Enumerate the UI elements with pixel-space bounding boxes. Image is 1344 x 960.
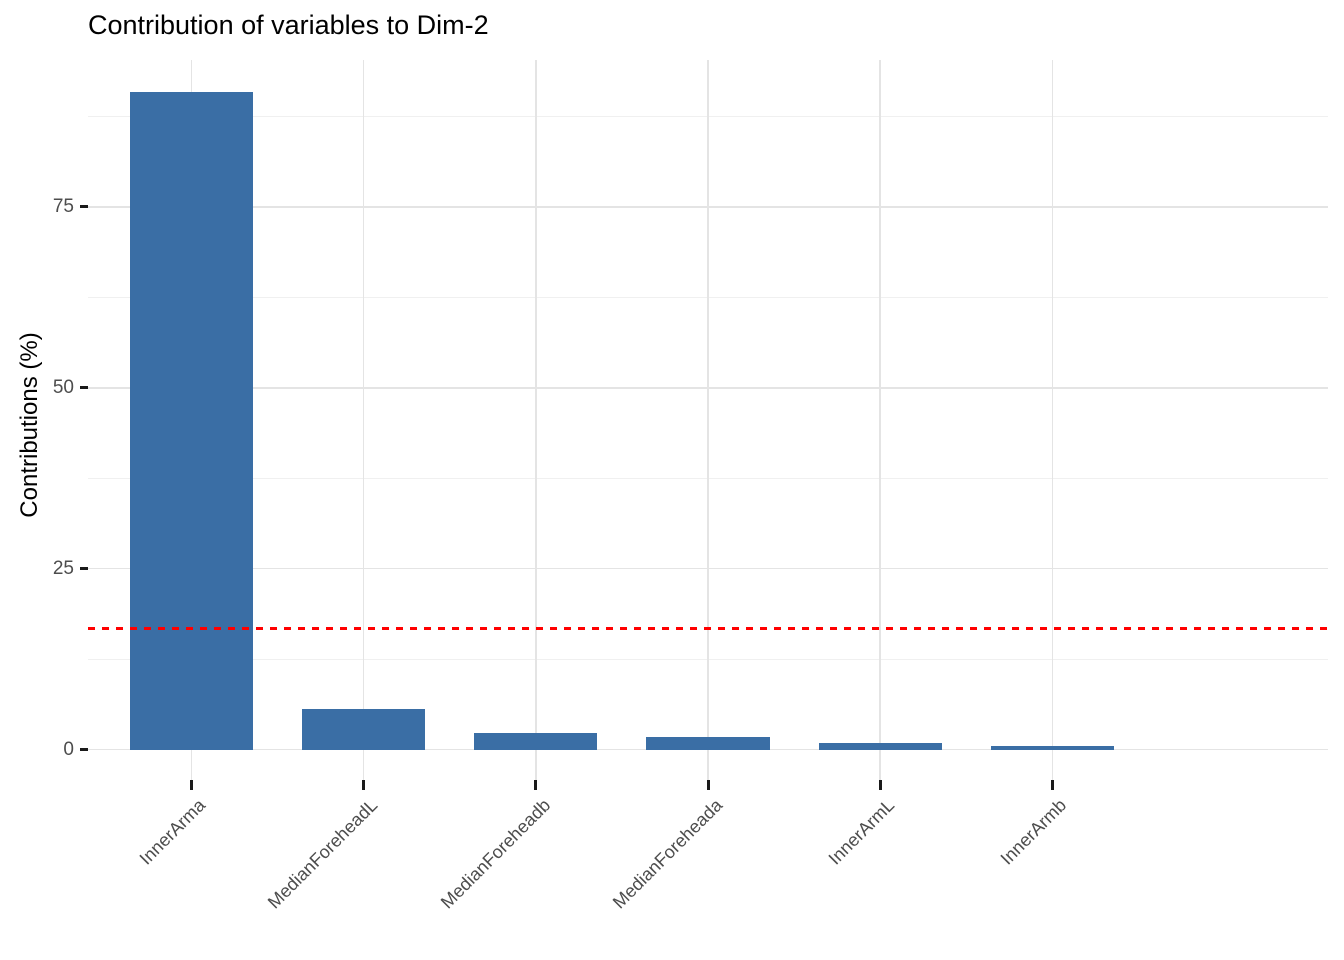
- x-tick-mark: [878, 780, 882, 790]
- gridline-x: [1051, 60, 1054, 780]
- gridline-x: [362, 60, 365, 780]
- y-tick-label: 25: [52, 557, 74, 579]
- y-tick-label: 50: [52, 376, 74, 398]
- gridline-x: [535, 60, 537, 780]
- bar: [818, 742, 942, 750]
- x-tick-label: MedianForeheadL: [264, 795, 382, 913]
- y-tick-label: 75: [52, 195, 74, 217]
- chart-title: Contribution of variables to Dim-2: [88, 10, 489, 40]
- x-tick-mark: [189, 780, 193, 790]
- y-tick-mark: [80, 567, 88, 571]
- y-tick-label: 0: [63, 738, 74, 760]
- gridline-x: [707, 60, 709, 780]
- gridline-x: [879, 60, 881, 780]
- x-tick-label: InnerArmL: [824, 795, 899, 869]
- y-tick-mark: [80, 386, 88, 390]
- x-tick-label: MedianForeheada: [608, 795, 727, 913]
- y-tick-mark: [80, 205, 88, 209]
- y-tick-mark: [80, 748, 88, 752]
- bar: [474, 732, 598, 750]
- bar: [301, 709, 426, 750]
- bar: [646, 736, 770, 750]
- x-tick-mark: [706, 780, 710, 790]
- y-axis-title: Contributions (%): [16, 332, 43, 518]
- bar: [990, 746, 1114, 750]
- bar: [129, 91, 253, 750]
- x-tick-mark: [362, 780, 366, 790]
- reference-line: [88, 627, 1328, 631]
- x-tick-label: InnerArmb: [997, 795, 1071, 869]
- x-tick-label: InnerArma: [135, 795, 210, 869]
- x-tick-mark: [1050, 780, 1054, 790]
- x-tick-mark: [534, 780, 538, 790]
- x-tick-label: MedianForeheadb: [436, 795, 554, 913]
